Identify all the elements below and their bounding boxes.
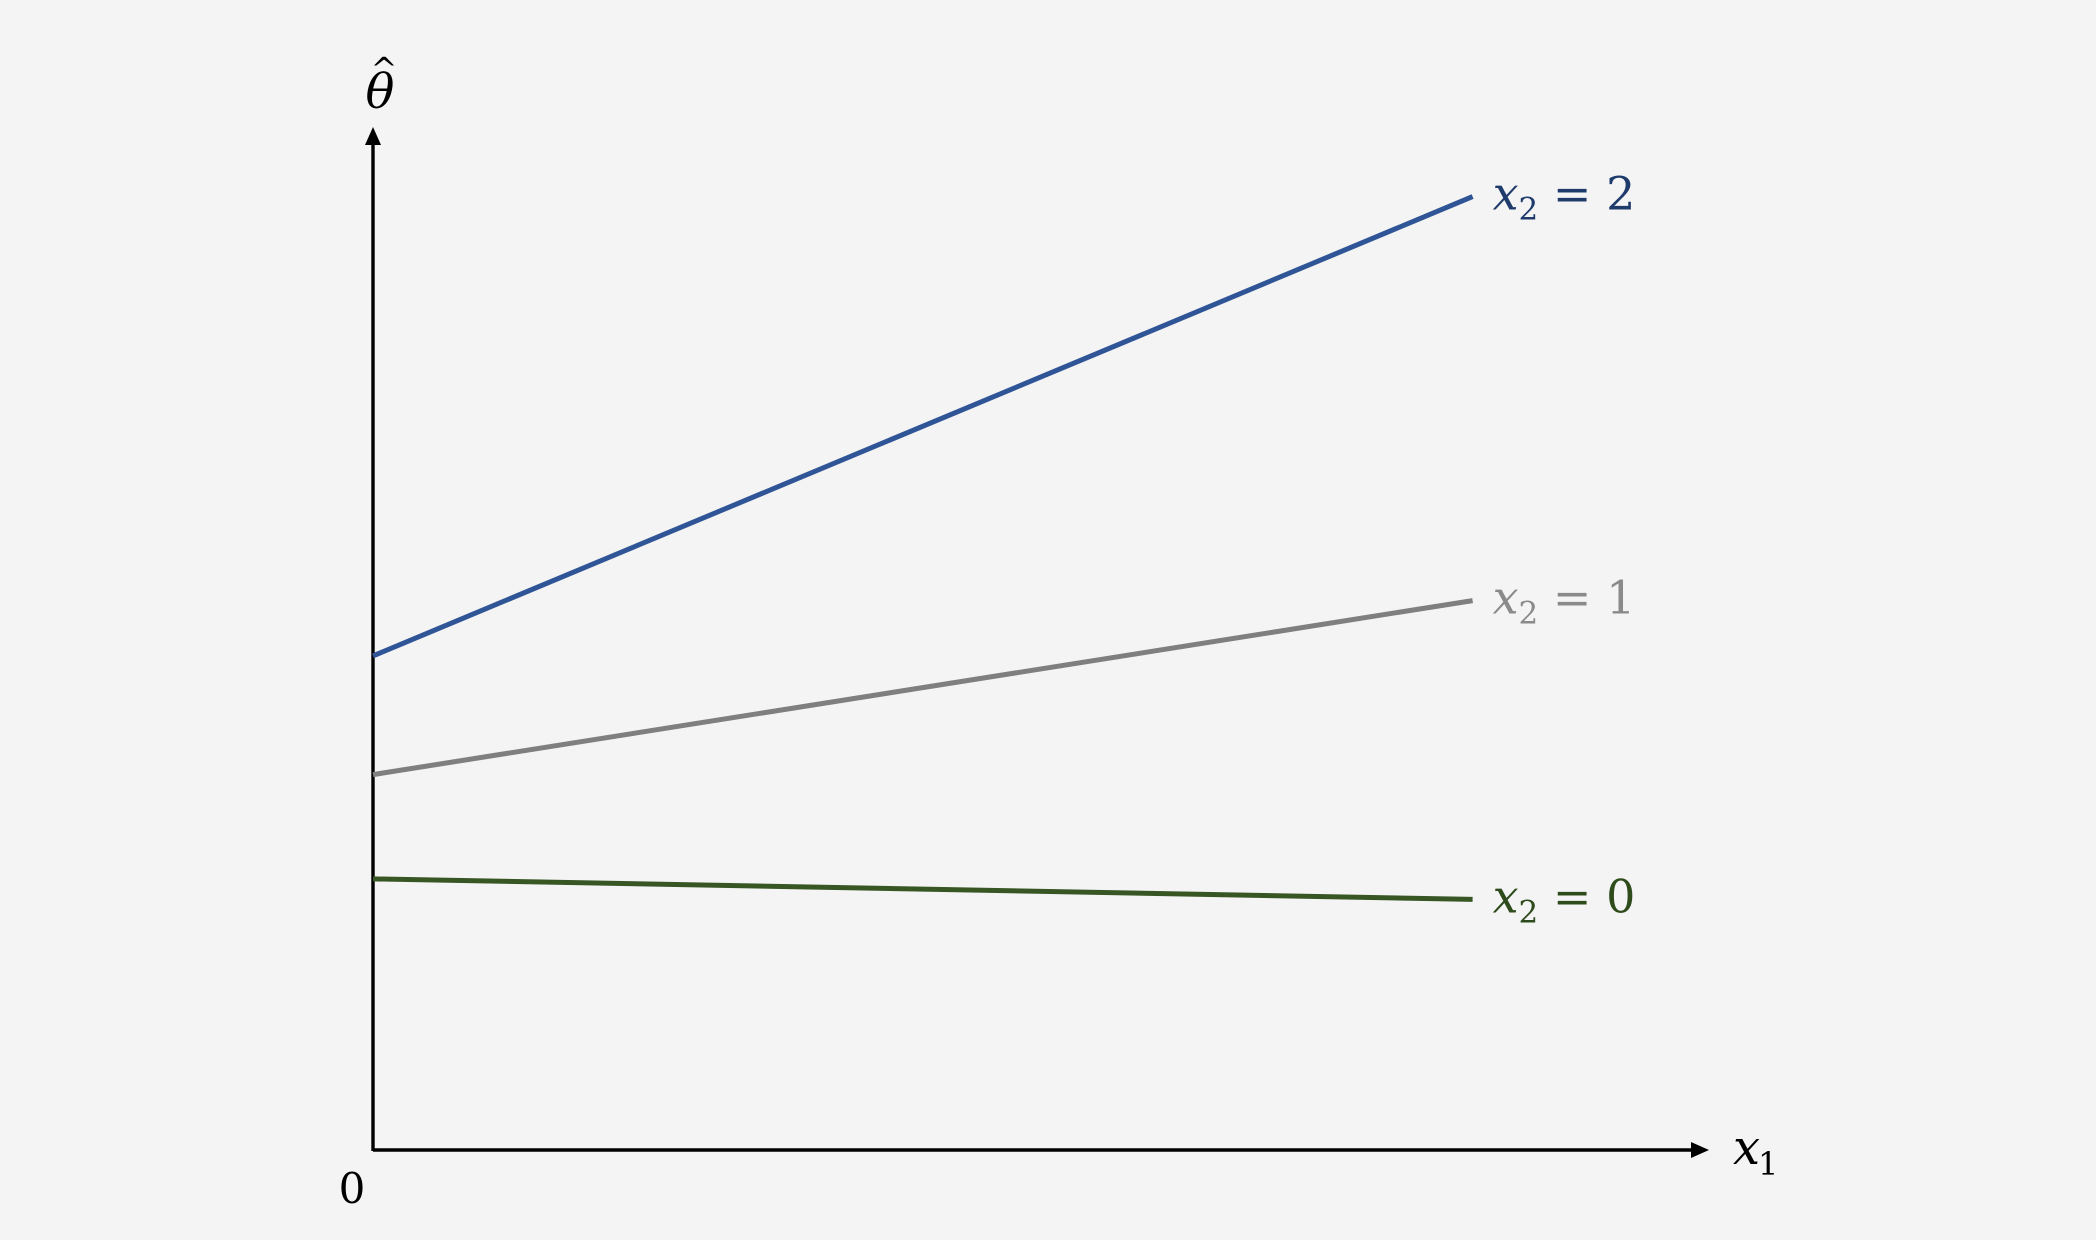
series-line-2	[372, 876, 1473, 902]
series-label-0: x2 = 2	[1493, 167, 1636, 228]
origin-label: 0	[339, 1164, 366, 1213]
y-axis-arrow	[365, 127, 381, 145]
x-axis-label-subscript: 1	[1758, 1145, 1778, 1183]
y-axis-label: θ ^	[366, 50, 398, 120]
series-group	[372, 194, 1474, 902]
series-line-1	[372, 598, 1473, 778]
x-axis-arrow	[1691, 1142, 1709, 1158]
series-line-0	[372, 194, 1474, 659]
series-label-2: x2 = 0	[1493, 869, 1636, 930]
series-labels: x2 = 2 x2 = 1 x2 = 0	[1493, 167, 1636, 931]
y-axis-label-accent: ^	[371, 50, 398, 88]
x-axis-label: x 1	[1733, 1120, 1778, 1183]
plot-area: x2 = 2 x2 = 1 x2 = 0 θ ^ x 1 0	[339, 50, 1779, 1213]
y-axis-label-base: θ	[366, 64, 395, 120]
x-axis-label-base: x	[1733, 1120, 1760, 1176]
series-label-1: x2 = 1	[1493, 571, 1636, 632]
